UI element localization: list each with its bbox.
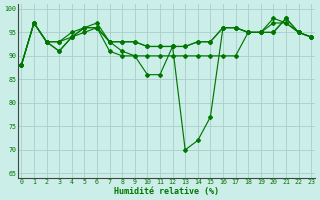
X-axis label: Humidité relative (%): Humidité relative (%) xyxy=(114,187,219,196)
